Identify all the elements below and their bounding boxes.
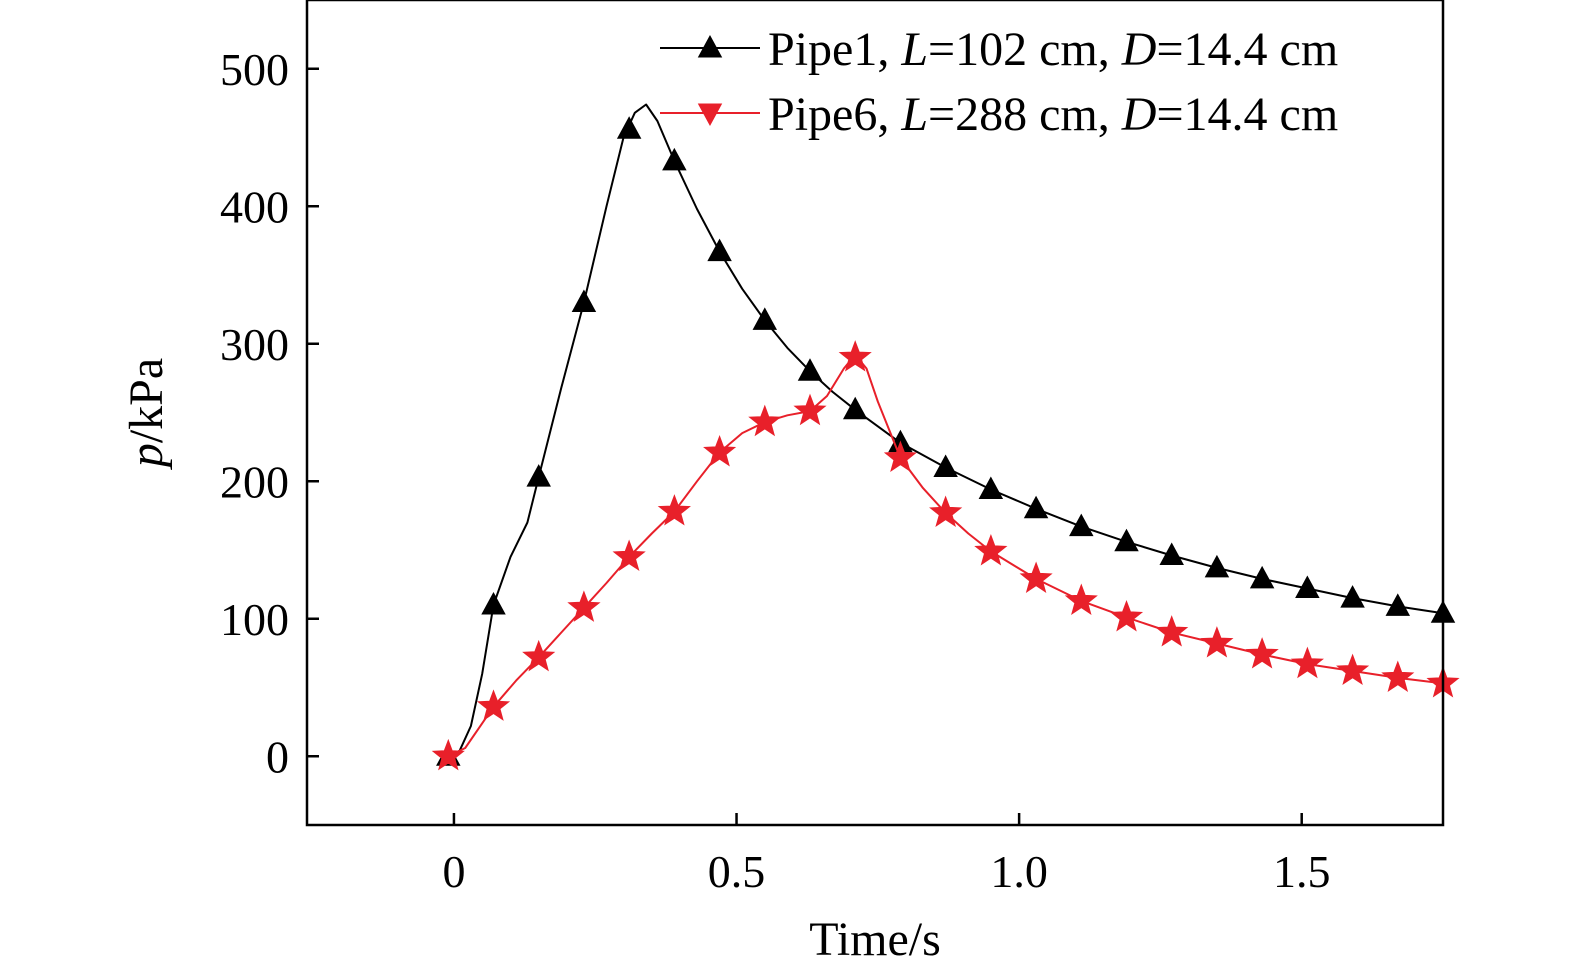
series-line xyxy=(447,103,1444,758)
data-point xyxy=(1340,585,1365,608)
legend-label-part: Pipe6, xyxy=(768,88,901,141)
data-point xyxy=(1381,660,1415,692)
legend-label-part: L xyxy=(900,23,928,76)
legend-label-part: =14.4 cm xyxy=(1156,23,1338,76)
legend-label: Pipe1, L=102 cm, D=14.4 cm xyxy=(768,23,1338,76)
data-point xyxy=(431,738,465,771)
y-axis-label-unit: /kPa xyxy=(120,358,173,443)
data-point xyxy=(752,307,778,330)
legend-label: Pipe6, L=288 cm, D=14.4 cm xyxy=(768,88,1338,141)
data-point xyxy=(1155,615,1189,647)
data-point xyxy=(526,464,551,487)
x-tick-label: 1.5 xyxy=(1273,846,1331,897)
data-point xyxy=(703,434,737,467)
x-tick-label: 1.0 xyxy=(990,846,1048,897)
data-point xyxy=(1249,565,1275,589)
legend-label-part: D xyxy=(1121,88,1157,141)
data-point xyxy=(793,393,827,426)
series-2 xyxy=(431,340,1460,771)
data-point xyxy=(657,494,691,526)
data-point xyxy=(1385,593,1411,616)
data-point xyxy=(1245,637,1279,669)
y-tick-label: 200 xyxy=(220,456,289,507)
data-point xyxy=(567,590,601,622)
data-point xyxy=(1290,646,1324,679)
data-point xyxy=(476,689,511,721)
series-1 xyxy=(436,103,1456,766)
data-point xyxy=(1019,561,1053,593)
series-line xyxy=(447,353,1444,758)
data-point xyxy=(616,116,642,139)
data-point xyxy=(748,404,782,437)
x-axis-label: Time/s xyxy=(809,913,941,966)
plot-marks xyxy=(431,103,1460,771)
data-point xyxy=(842,396,868,420)
y-axis-label-symbol: p xyxy=(120,443,173,470)
data-point xyxy=(662,147,687,171)
data-point xyxy=(1069,513,1094,537)
legend-entry: Pipe6, L=288 cm, D=14.4 cm xyxy=(660,88,1338,141)
data-point xyxy=(797,358,823,381)
legend-label-part: =102 cm, xyxy=(928,23,1122,76)
legend-label-part: L xyxy=(900,88,928,141)
data-point xyxy=(974,533,1008,566)
data-point xyxy=(612,539,646,571)
legend-label-part: D xyxy=(1121,23,1157,76)
data-point xyxy=(571,289,597,312)
y-tick-label: 100 xyxy=(220,594,289,645)
y-tick-label: 500 xyxy=(220,44,289,95)
plot-frame xyxy=(305,0,1445,827)
axis-ticks: 0 0.5 1.0 1.5 0 100 200 300 400 500 xyxy=(220,44,1330,897)
data-point xyxy=(838,340,872,372)
data-point xyxy=(929,495,963,527)
data-point xyxy=(481,591,506,615)
legend-label-part: =14.4 cm xyxy=(1156,88,1338,141)
legend-label-part: =288 cm, xyxy=(928,88,1122,141)
x-tick-label: 0.5 xyxy=(708,846,766,897)
legend-marker xyxy=(697,103,723,127)
y-tick-label: 300 xyxy=(220,319,289,370)
y-axis-label: p/kPa xyxy=(120,358,173,470)
data-point xyxy=(883,440,917,472)
y-tick-label: 0 xyxy=(266,731,289,782)
legend-entry: Pipe1, L=102 cm, D=14.4 cm xyxy=(660,23,1338,76)
data-point xyxy=(1200,626,1234,658)
data-point xyxy=(1295,575,1320,598)
x-tick-label: 0 xyxy=(442,846,465,897)
data-point xyxy=(1023,495,1049,519)
legend-label-part: Pipe1, xyxy=(768,23,901,76)
data-point xyxy=(1064,583,1098,615)
data-point xyxy=(707,238,732,262)
data-point xyxy=(522,639,556,672)
data-point xyxy=(1114,528,1139,552)
data-point xyxy=(978,476,1004,499)
data-point xyxy=(933,454,958,477)
y-tick-label: 400 xyxy=(220,181,289,232)
legend-marker xyxy=(697,34,723,58)
data-point xyxy=(1159,542,1184,565)
data-point xyxy=(1109,599,1144,632)
data-point xyxy=(1336,653,1370,686)
data-point xyxy=(1204,554,1230,578)
